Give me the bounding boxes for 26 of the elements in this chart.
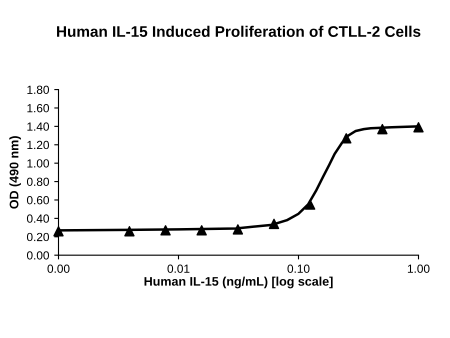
y-tick-label: 1.60 — [27, 104, 50, 112]
point — [377, 124, 388, 134]
y-tick-label: 1.40 — [27, 122, 50, 131]
y-tick-label: 0.00 — [26, 251, 50, 260]
point — [341, 133, 352, 144]
point — [268, 218, 280, 230]
point — [160, 225, 171, 236]
point — [304, 199, 316, 210]
x-axis-title: Human IL-15 (ng/mL) [log scale] — [144, 276, 333, 288]
y-tick-label: 1.20 — [27, 140, 50, 150]
point — [196, 225, 207, 236]
y-tick-label: 0.60 — [26, 196, 50, 204]
y-tick-label: 0.40 — [26, 214, 50, 223]
y-tick-label: 1.00 — [27, 159, 50, 168]
point — [232, 224, 244, 235]
y-tick-label: 0.80 — [26, 178, 50, 186]
point — [413, 122, 424, 132]
y-tick-label: 0.20 — [26, 232, 50, 242]
chart-title: Human IL-15 Induced Proliferation of CTLL-2 Cells — [57, 26, 420, 37]
x-tick-label: 1.00 — [408, 264, 430, 273]
y-axis-title: OD (490 nm) — [9, 136, 21, 209]
point — [124, 226, 135, 236]
x-tick-label: 0.01 — [167, 264, 190, 273]
x-tick-label: 0.00 — [47, 264, 70, 273]
y-tick-label: 1.80 — [27, 86, 50, 94]
x-tick-label: 0.10 — [287, 264, 310, 273]
